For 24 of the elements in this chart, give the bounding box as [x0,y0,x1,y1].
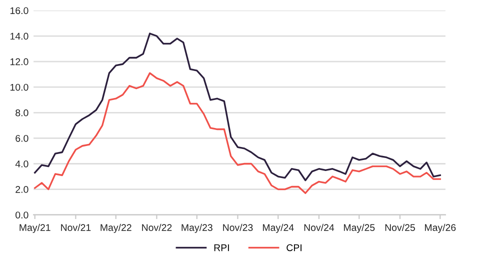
y-tick-label: 10.0 [10,84,28,91]
y-tick-label: 6.0 [16,134,28,142]
x-tick-label: Nov/23 [223,224,253,232]
y-tick-label: 16.0 [10,7,28,14]
x-tick-label: May/25 [344,224,375,233]
y-tick-label: 2.0 [16,186,28,193]
x-tick-label: Nov/25 [385,224,415,232]
x-tick-label: May/26 [425,224,456,233]
y-tick-label: 12.0 [10,58,28,66]
y-tick-label: 8.0 [16,109,28,116]
x-tick-label: Nov/22 [142,224,172,232]
x-tick-label: May/23 [182,224,212,233]
legend-label: CPI [286,244,302,252]
y-tick-label: 0.0 [16,212,28,218]
legend-label: RPI [214,244,229,252]
x-tick-label: Nov/21 [61,224,91,232]
x-tick-label: May/22 [100,224,132,233]
x-tick-label: May/24 [262,224,294,233]
y-tick-label: 4.0 [15,160,28,168]
y-tick-label: 14.0 [10,32,28,40]
line-series [34,32,441,182]
line-series [34,72,441,194]
x-tick-label: May/21 [20,224,50,233]
x-tick-label: Nov/24 [304,224,334,232]
